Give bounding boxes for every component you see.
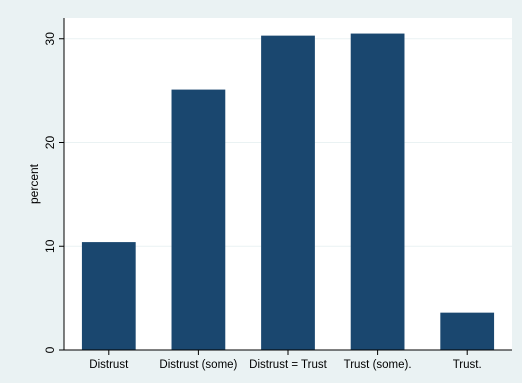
y-tick-labels: 0 10 20 30 bbox=[43, 32, 57, 354]
x-tick-label: Trust (some). bbox=[344, 359, 412, 371]
y-tick-label: 10 bbox=[43, 239, 57, 253]
bar bbox=[440, 312, 495, 350]
y-tick-label: 30 bbox=[43, 32, 57, 46]
bar bbox=[350, 33, 405, 350]
x-tick-label: Distrust = Trust bbox=[249, 359, 327, 371]
y-tick-label: 20 bbox=[43, 136, 57, 150]
y-axis-label: percent bbox=[27, 163, 41, 204]
bars bbox=[81, 33, 495, 351]
bar bbox=[261, 35, 315, 350]
x-tick-label: Distrust bbox=[89, 359, 129, 371]
y-tick-label: 0 bbox=[43, 346, 57, 353]
axes bbox=[59, 18, 512, 355]
bar bbox=[171, 89, 226, 351]
x-tick-labels: Distrust Distrust (some) Distrust = Trust T… bbox=[89, 359, 481, 371]
bar bbox=[81, 242, 136, 350]
x-tick-label: Trust. bbox=[453, 359, 482, 371]
x-tick-label: Distrust (some) bbox=[159, 359, 237, 371]
